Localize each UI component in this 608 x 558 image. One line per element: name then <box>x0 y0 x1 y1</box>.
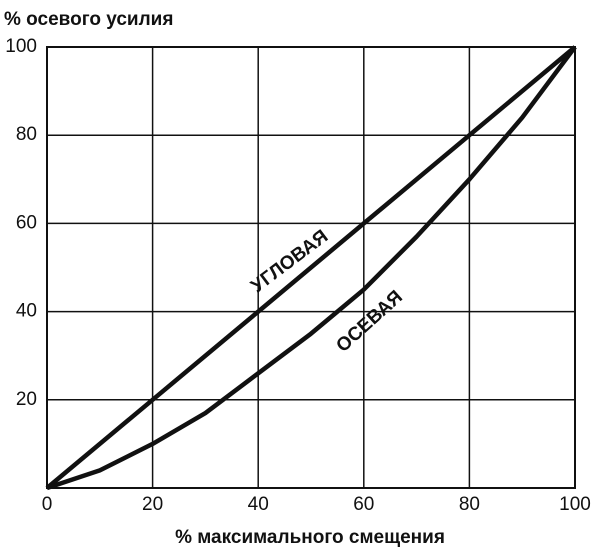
x-tick-label: 100 <box>559 494 591 515</box>
series-line <box>46 45 577 491</box>
y-tick-label: 100 <box>5 36 37 57</box>
y-tick-label: 20 <box>16 389 37 410</box>
y-tick-label: 80 <box>16 124 37 145</box>
x-tick-label: 40 <box>248 494 269 515</box>
series-label: ОСЕВАЯ <box>332 287 406 357</box>
x-tick-label: 60 <box>353 494 374 515</box>
x-tick-label: 20 <box>142 494 163 515</box>
x-tick-label: 0 <box>42 494 53 515</box>
y-tick-label: 40 <box>16 301 37 322</box>
x-tick-label: 80 <box>459 494 480 515</box>
y-tick-label: 60 <box>16 212 37 233</box>
series-line <box>45 45 577 490</box>
y-axis-label: % осевого усилия <box>4 9 173 30</box>
x-axis-label: % максимального смещения <box>175 527 445 548</box>
